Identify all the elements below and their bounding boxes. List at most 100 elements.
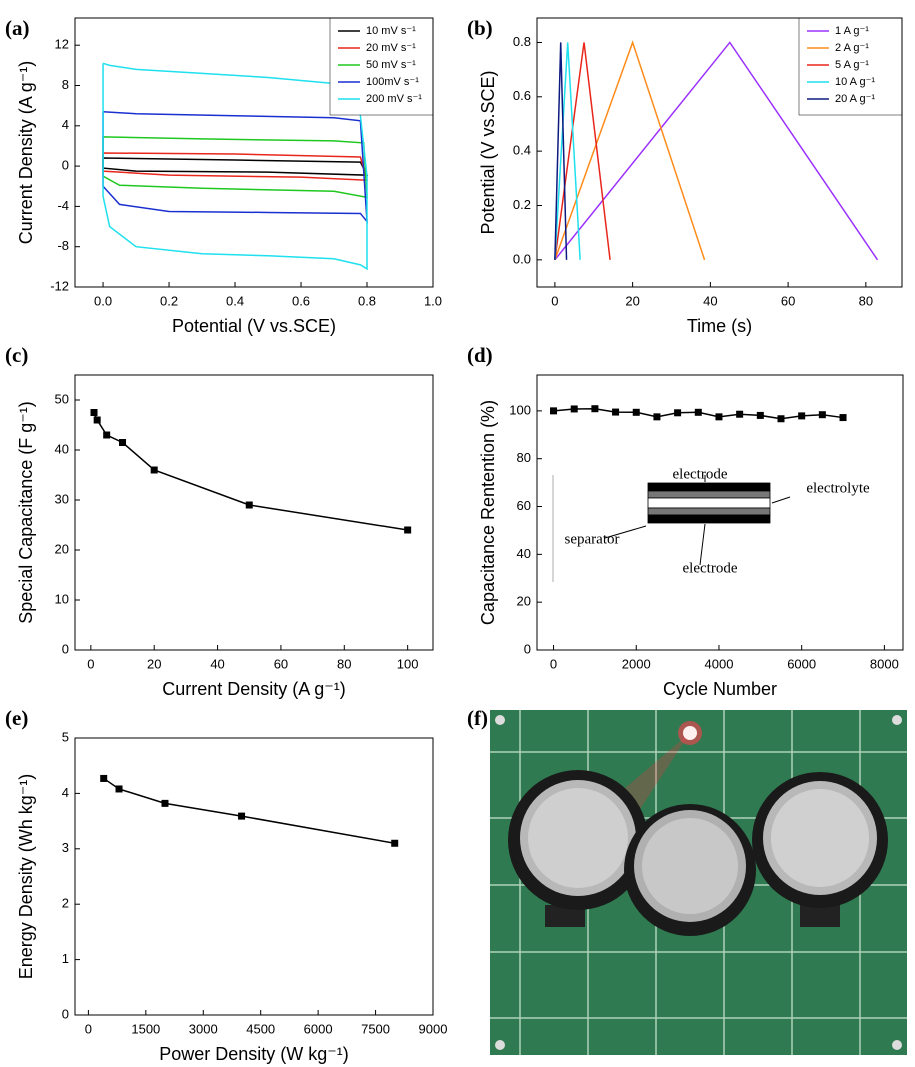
inset-label: electrolyte (806, 480, 870, 496)
y-axis-label: Energy Density (Wh kg⁻¹) (16, 774, 36, 980)
x-tick-label: 0 (551, 293, 558, 308)
y-tick-label: 2 (62, 896, 69, 911)
y-tick-label: 100 (509, 402, 531, 417)
marker (777, 415, 785, 423)
marker (694, 408, 702, 416)
x-tick-label: 2000 (622, 656, 651, 671)
x-tick-label: 9000 (419, 1021, 448, 1036)
x-tick-label: 4500 (246, 1021, 275, 1036)
y-tick-label: 0 (62, 158, 69, 173)
x-tick-label: 40 (210, 656, 224, 671)
y-tick-label: 0.6 (513, 88, 531, 103)
x-axis-label: Time (s) (687, 316, 752, 336)
marker (653, 413, 661, 421)
x-tick-label: 20 (625, 293, 639, 308)
x-tick-label: 0 (87, 656, 94, 671)
x-tick-label: 80 (859, 293, 873, 308)
x-tick-label: 8000 (870, 656, 899, 671)
series-line (103, 777, 395, 844)
inset-arrow (699, 523, 706, 566)
coin-cells (508, 770, 888, 936)
marker (100, 774, 108, 782)
x-tick-label: 4000 (705, 656, 734, 671)
legend-label: 1 A g⁻¹ (835, 25, 869, 37)
inset-label: separator (565, 531, 620, 547)
x-tick-label: 80 (337, 656, 351, 671)
plot-frame (536, 374, 904, 651)
inset-arrow (771, 496, 791, 504)
x-tick-label: 6000 (787, 656, 816, 671)
panel-label: (a) (5, 16, 30, 40)
marker (550, 407, 558, 415)
y-tick-label: -4 (57, 198, 69, 213)
y-tick-label: 4 (62, 117, 69, 132)
x-axis-label: Cycle Number (663, 679, 777, 699)
x-tick-label: 0.4 (226, 293, 244, 308)
inset-label: electrode (673, 466, 728, 482)
plot-frame (536, 17, 903, 288)
marker (674, 409, 682, 417)
series-line (102, 110, 368, 224)
panel-label: (b) (467, 16, 493, 40)
legend-label: 2 A g⁻¹ (835, 42, 869, 54)
panel-label: (e) (5, 706, 28, 730)
marker (756, 411, 764, 419)
x-tick-label: 0.6 (292, 293, 310, 308)
x-tick-label: 1.0 (424, 293, 442, 308)
marker (93, 416, 101, 424)
y-axis-label: Capacitance Rentention (%) (478, 400, 498, 625)
series-line (102, 152, 369, 182)
marker (612, 408, 620, 416)
y-tick-label: 8 (62, 77, 69, 92)
marker (798, 412, 806, 420)
series-line (102, 157, 369, 176)
series-line (554, 42, 568, 260)
legend-label: 10 A g⁻¹ (835, 76, 875, 88)
legend-label: 20 mV s⁻¹ (366, 42, 416, 54)
legend-label: 20 A g⁻¹ (835, 93, 875, 105)
marker (570, 405, 578, 413)
marker (238, 812, 246, 820)
y-tick-label: 0 (62, 1006, 69, 1021)
panel-label: (c) (5, 343, 28, 367)
x-axis-label: Power Density (W kg⁻¹) (159, 1044, 349, 1064)
x-tick-label: 3000 (189, 1021, 218, 1036)
y-tick-label: 12 (55, 37, 69, 52)
series-line (102, 136, 368, 199)
marker (161, 799, 169, 807)
legend-label: 10 mV s⁻¹ (366, 25, 416, 37)
x-tick-label: 60 (781, 293, 795, 308)
led (683, 726, 697, 740)
x-tick-label: 0.0 (94, 293, 112, 308)
legend-label: 5 A g⁻¹ (835, 59, 869, 71)
y-tick-label: 5 (62, 729, 69, 744)
y-axis-label: Special Capacitance (F g⁻¹) (16, 401, 36, 624)
x-tick-label: 60 (274, 656, 288, 671)
panel-label: (f) (467, 706, 488, 730)
series-line (554, 42, 581, 260)
marker (736, 410, 744, 418)
y-tick-label: 4 (62, 785, 69, 800)
plot-frame (74, 374, 434, 651)
y-tick-label: 1 (62, 951, 69, 966)
x-tick-label: 7500 (361, 1021, 390, 1036)
y-tick-label: 60 (517, 498, 531, 513)
x-tick-label: 100 (397, 656, 419, 671)
y-tick-label: 3 (62, 840, 69, 855)
series-line (554, 41, 879, 261)
marker (245, 501, 253, 509)
plot-frame (74, 737, 434, 1016)
y-tick-label: 0.0 (513, 251, 531, 266)
x-axis-label: Potential (V vs.SCE) (172, 316, 336, 336)
panel-label: (d) (467, 343, 493, 367)
x-tick-label: 0.2 (160, 293, 178, 308)
y-tick-label: -12 (50, 278, 69, 293)
plot-frame (74, 17, 434, 288)
y-tick-label: 0.8 (513, 34, 531, 49)
inset-label: electrode (683, 560, 738, 576)
marker (115, 785, 123, 793)
x-tick-label: 0 (85, 1021, 92, 1036)
x-tick-label: 6000 (304, 1021, 333, 1036)
x-axis-label: Current Density (A g⁻¹) (162, 679, 346, 699)
y-tick-label: 30 (55, 491, 69, 506)
